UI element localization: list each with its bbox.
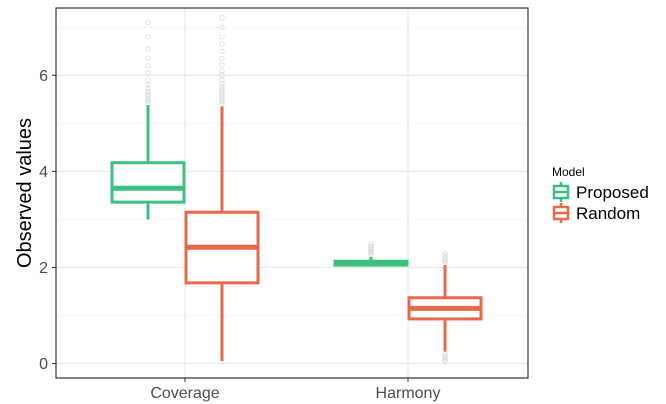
outlier-point — [219, 77, 225, 83]
box-random-harmony — [407, 250, 483, 364]
outlier-point — [219, 94, 225, 100]
outlier-point — [145, 98, 151, 104]
legend-title: Model — [552, 165, 585, 179]
panel-border — [55, 7, 529, 379]
outlier-point — [145, 19, 151, 26]
outlier-point — [219, 96, 225, 102]
outlier-point — [368, 240, 374, 247]
y-tick-label: 4 — [39, 164, 48, 181]
outlier-point — [219, 67, 225, 74]
outlier-point — [219, 99, 225, 105]
outlier-point — [368, 245, 374, 251]
outlier-point — [219, 15, 225, 21]
outlier-point — [368, 243, 374, 249]
outlier-point — [145, 86, 151, 92]
outlier-point — [219, 101, 225, 107]
outlier-point — [145, 82, 151, 88]
axes: 0 2 4 6 Coverage Harmony — [39, 68, 440, 402]
outlier-point — [368, 249, 374, 255]
outlier-point — [219, 34, 225, 40]
outlier-point — [219, 84, 225, 90]
x-tick-label: Harmony — [376, 385, 441, 402]
outlier-point — [145, 94, 151, 100]
box-proposed-coverage — [110, 19, 186, 220]
outlier-point — [219, 81, 225, 87]
outlier-point — [145, 46, 151, 52]
y-axis-title: Observed values — [14, 118, 36, 268]
outlier-point — [442, 353, 448, 359]
outlier-point — [219, 89, 225, 95]
outlier-point — [145, 70, 151, 76]
outlier-point — [442, 355, 448, 361]
outlier-point — [368, 250, 374, 256]
legend-key-proposed — [552, 182, 570, 202]
outlier-point — [219, 62, 225, 68]
legend-key-random — [552, 203, 570, 223]
outlier-point — [219, 48, 225, 54]
outlier-point — [219, 55, 225, 62]
outlier-point — [145, 96, 151, 102]
legend-label-proposed: Proposed — [576, 183, 649, 202]
outlier-point — [145, 63, 151, 69]
outlier-point — [442, 250, 448, 256]
outlier-point — [145, 77, 151, 83]
box-body — [110, 161, 186, 204]
outlier-point — [442, 252, 448, 259]
x-tick-label: Coverage — [150, 385, 219, 402]
y-tick-label: 6 — [39, 68, 48, 85]
outlier-point — [442, 255, 448, 261]
outlier-point — [219, 41, 225, 47]
outlier-point — [145, 89, 151, 95]
legend-label-random: Random — [576, 204, 640, 223]
outlier-point — [442, 351, 448, 357]
outlier-point — [442, 358, 448, 364]
outlier-point — [442, 357, 448, 363]
box-random-coverage — [184, 15, 260, 362]
outlier-point — [368, 247, 374, 253]
outlier-point — [145, 55, 151, 62]
outlier-point — [442, 259, 448, 265]
outlier-point — [219, 24, 225, 30]
y-tick-label: 2 — [39, 260, 48, 277]
outlier-point — [442, 257, 448, 263]
outlier-point — [219, 72, 225, 78]
y-tick-label: 0 — [39, 356, 48, 373]
legend: Model Proposed Random — [552, 165, 649, 223]
outlier-point — [219, 91, 225, 98]
outlier-point — [145, 34, 151, 40]
box-marks — [110, 15, 483, 364]
outlier-point — [145, 91, 151, 98]
box-proposed-harmony — [333, 240, 409, 267]
outlier-point — [219, 87, 225, 93]
